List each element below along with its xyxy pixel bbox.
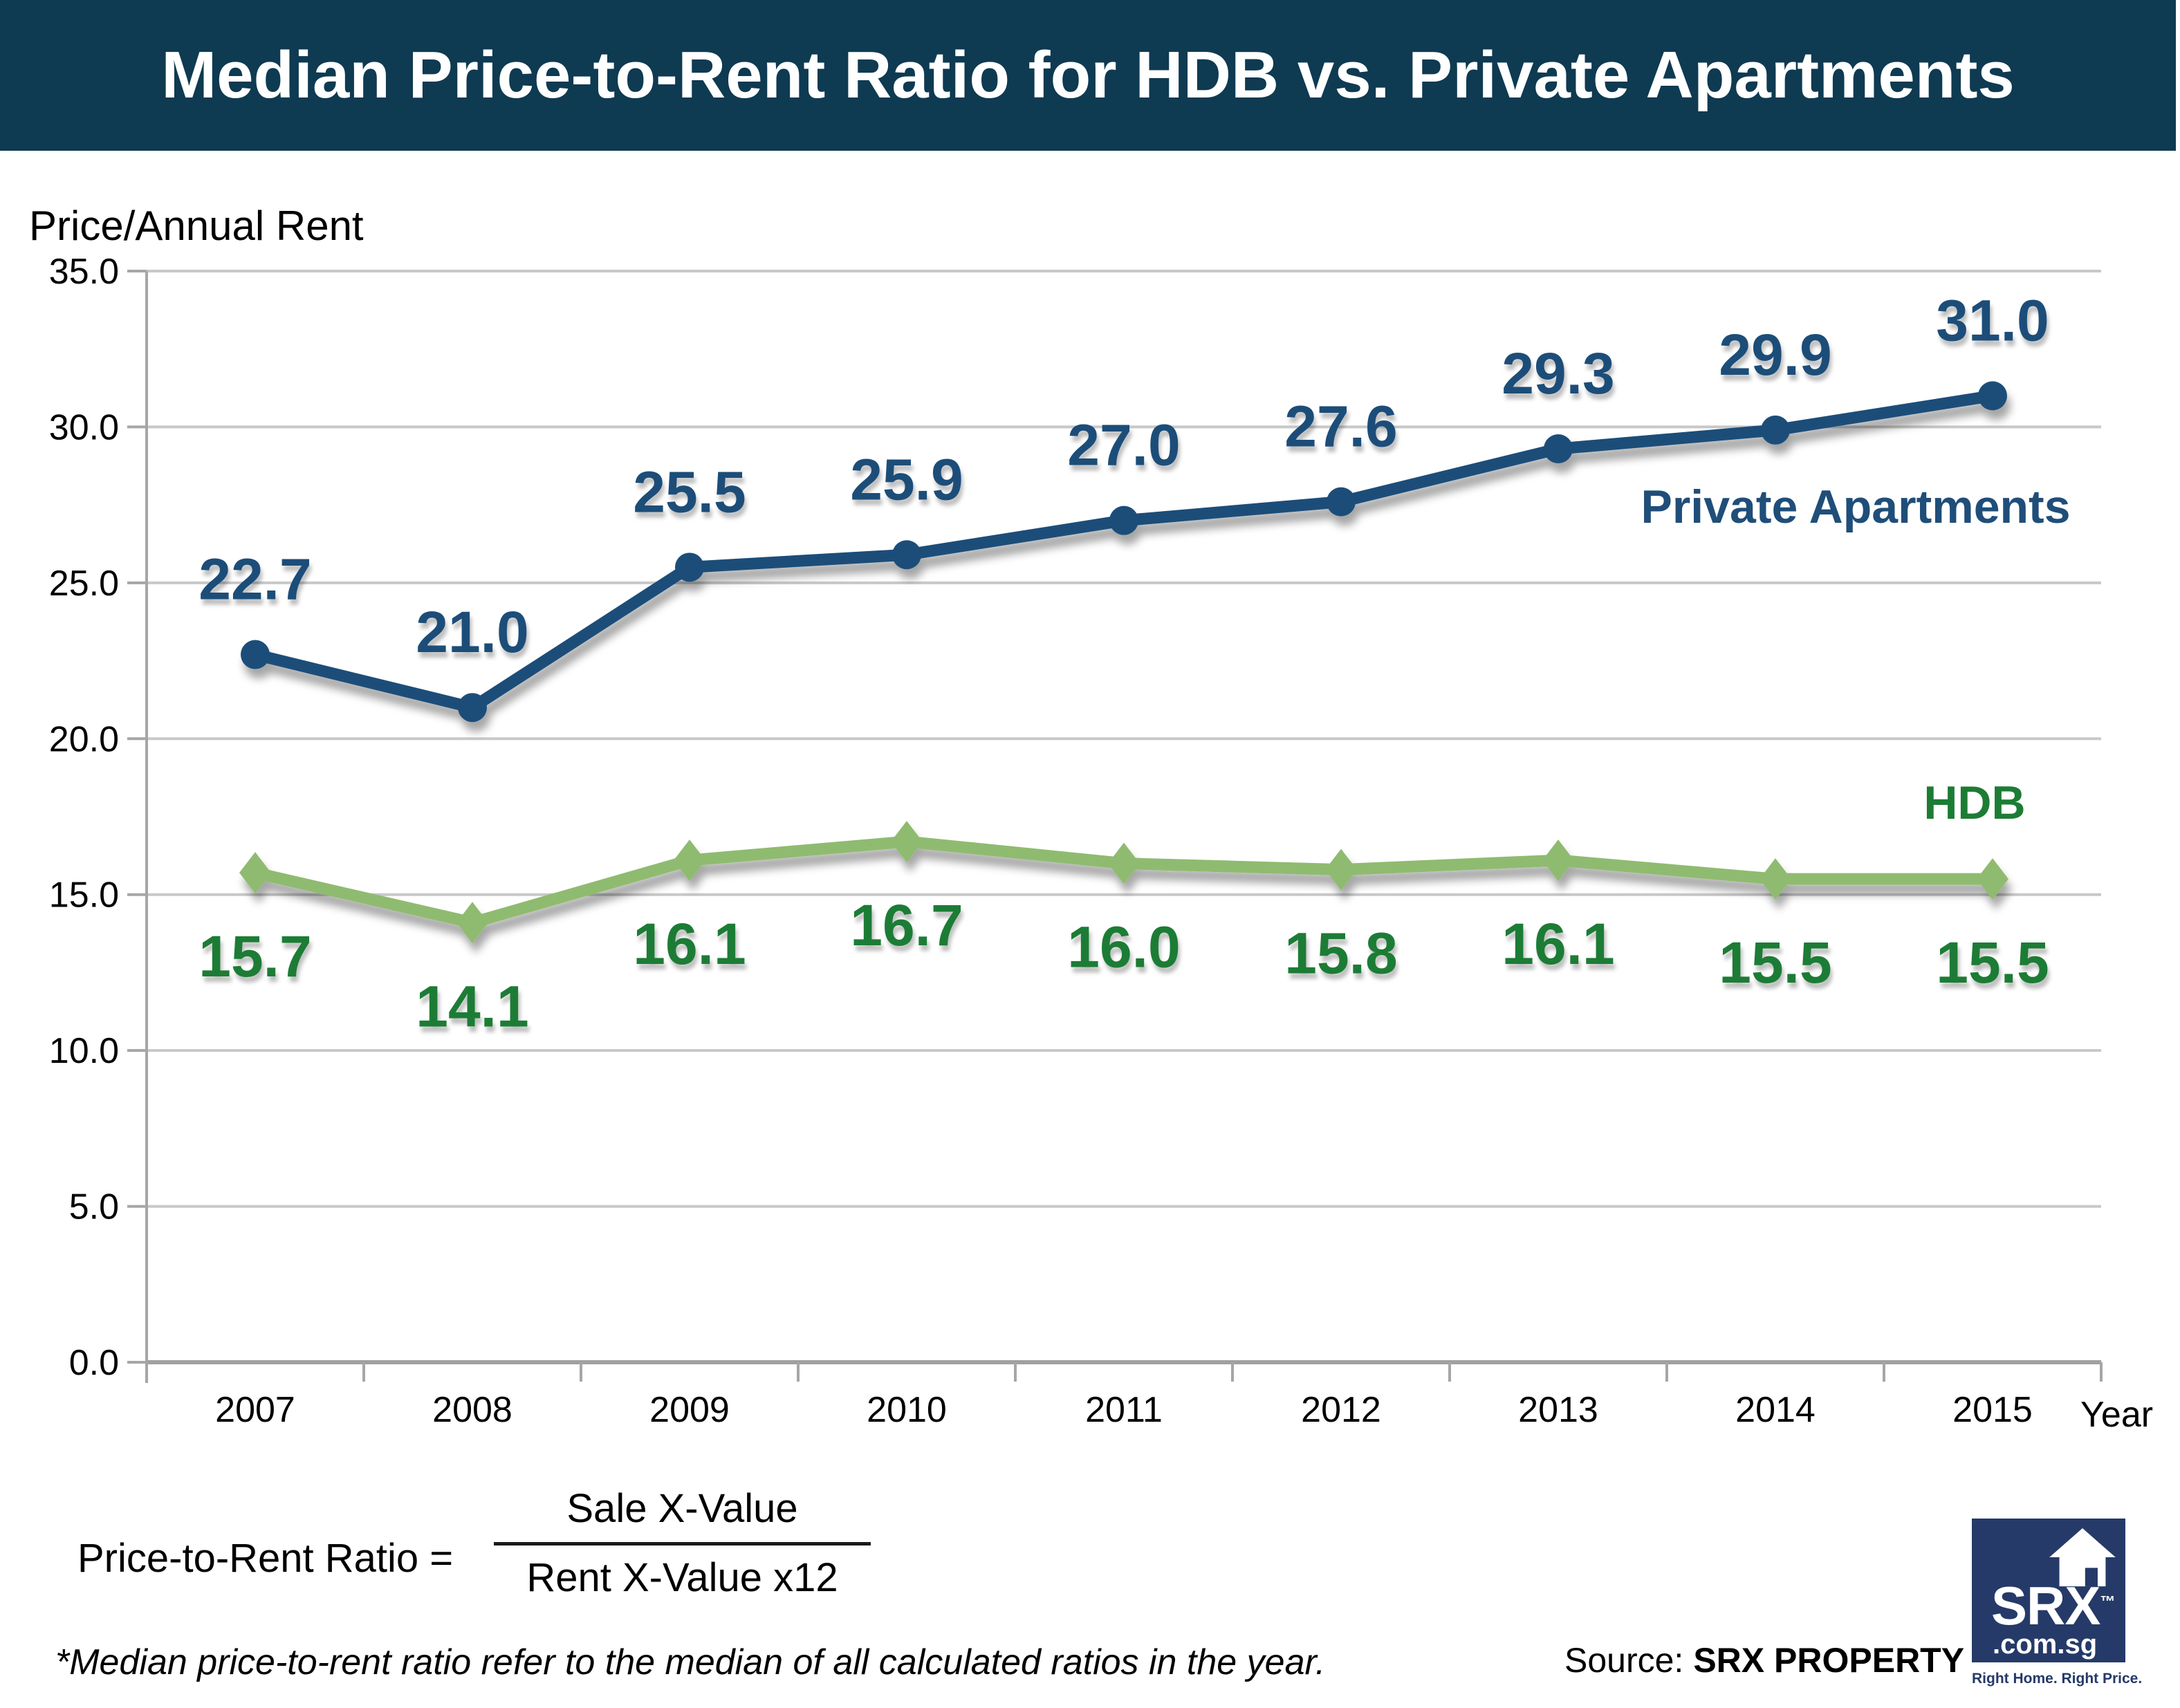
data-point-label: 16.7 bbox=[850, 893, 963, 958]
data-point-label: 25.5 bbox=[633, 459, 746, 524]
x-axis-tick-label: 2007 bbox=[215, 1390, 295, 1430]
page-title: Median Price-to-Rent Ratio for HDB vs. P… bbox=[161, 38, 2015, 112]
hdb-line-group bbox=[239, 821, 2008, 944]
data-point-label: 27.6 bbox=[1284, 394, 1398, 459]
y-axis-tick-label: 10.0 bbox=[49, 1031, 119, 1071]
data-point-label: 15.5 bbox=[1936, 930, 2049, 995]
srx-logo-brand: SRX™ bbox=[1991, 1575, 2116, 1636]
data-point-label: 15.8 bbox=[1284, 921, 1398, 986]
private-apartments-line-group bbox=[241, 381, 2007, 723]
data-point-marker bbox=[674, 839, 705, 882]
data-point-label: 21.0 bbox=[416, 600, 529, 665]
house-icon bbox=[2049, 1528, 2116, 1587]
source-prefix: Source: bbox=[1564, 1641, 1684, 1680]
data-point-label: 16.0 bbox=[1067, 915, 1181, 980]
chart-series-lines bbox=[239, 381, 2008, 944]
data-point-marker bbox=[239, 852, 271, 894]
series-value-labels: 15.7 14.1 16.1 16.7 16.0 15.8 16.1 15.5 15.5 bbox=[198, 893, 2049, 1039]
data-point-label: 15.5 bbox=[1719, 930, 1832, 995]
x-axis-title: Year bbox=[2080, 1395, 2154, 1435]
title-bar: Median Price-to-Rent Ratio for HDB vs. P… bbox=[0, 0, 2176, 151]
data-point-marker bbox=[675, 553, 704, 582]
y-axis-title: Price/Annual Rent bbox=[29, 203, 364, 249]
data-point-label: 25.9 bbox=[850, 447, 963, 512]
data-point-marker bbox=[1759, 858, 1791, 900]
data-point-marker bbox=[1325, 848, 1357, 891]
x-axis-tick-label: 2012 bbox=[1301, 1390, 1381, 1430]
data-point-marker bbox=[458, 693, 487, 723]
x-axis-tick-label: 2014 bbox=[1735, 1390, 1816, 1430]
chart-axis-tick-labels: 35.0 30.0 25.0 20.0 15.0 10.0 5.0 0.0 2007 2008 20… bbox=[49, 252, 2033, 1430]
data-point-marker bbox=[1761, 415, 1790, 445]
data-point-marker bbox=[241, 640, 270, 669]
data-point-label: 16.1 bbox=[1502, 911, 1615, 976]
x-axis-tick-label: 2013 bbox=[1518, 1390, 1598, 1430]
x-axis-tick-label: 2009 bbox=[649, 1390, 730, 1430]
data-point-marker bbox=[1978, 381, 2007, 411]
x-axis-tick-label: 2015 bbox=[1952, 1390, 2033, 1430]
chart-gridlines bbox=[127, 270, 2103, 1383]
footnote: *Median price-to-rent ratio refer to the… bbox=[55, 1642, 1326, 1682]
data-point-marker bbox=[456, 902, 488, 944]
data-point-label: 31.0 bbox=[1936, 288, 2049, 353]
data-point-marker bbox=[1977, 858, 2008, 900]
data-point-label: 22.7 bbox=[198, 547, 312, 612]
y-axis-tick-label: 20.0 bbox=[49, 719, 119, 759]
x-axis-tick-label: 2008 bbox=[432, 1390, 512, 1430]
data-point-marker bbox=[1108, 842, 1140, 884]
trademark-symbol: ™ bbox=[2100, 1593, 2116, 1610]
data-point-label: 16.1 bbox=[633, 911, 746, 976]
x-axis-tick-label: 2010 bbox=[867, 1390, 947, 1430]
data-point-label: 29.3 bbox=[1502, 341, 1615, 406]
formula-fraction-bar bbox=[494, 1542, 871, 1545]
y-axis-tick-label: 30.0 bbox=[49, 407, 119, 447]
x-axis-tick-label: 2011 bbox=[1085, 1390, 1163, 1430]
data-point-marker bbox=[1544, 434, 1573, 463]
data-point-label: 27.0 bbox=[1067, 413, 1181, 478]
srx-logo-box: SRX™ .com.sg bbox=[1972, 1519, 2125, 1662]
series-value-labels: 22.7 21.0 25.5 25.9 27.0 27.6 29.3 29.9 31.0 bbox=[198, 288, 2049, 665]
data-point-marker bbox=[1542, 839, 1574, 882]
y-axis-tick-label: 0.0 bbox=[69, 1343, 119, 1383]
srx-logo-domain: .com.sg bbox=[1993, 1629, 2098, 1660]
formula-numerator: Sale X-Value bbox=[566, 1486, 798, 1531]
data-point-marker bbox=[1109, 505, 1138, 535]
chart-data-labels: 22.7 21.0 25.5 25.9 27.0 27.6 29.3 29.9 31.0 15.7… bbox=[198, 288, 2049, 1039]
data-point-label: 14.1 bbox=[416, 974, 529, 1039]
y-axis-tick-label: 15.0 bbox=[49, 875, 119, 916]
y-axis-tick-label: 25.0 bbox=[49, 564, 119, 604]
srx-logo: SRX™ .com.sg Right Home. Right Price. bbox=[1972, 1519, 2142, 1696]
data-point-label: 29.9 bbox=[1719, 322, 1832, 387]
series-annotation-private-apartments: Private Apartments bbox=[1641, 481, 2071, 533]
srx-logo-tagline: Right Home. Right Price. bbox=[1972, 1671, 2143, 1687]
data-point-marker bbox=[891, 821, 923, 863]
y-axis-tick-label: 35.0 bbox=[49, 252, 119, 292]
series-annotation-hdb: HDB bbox=[1923, 777, 2026, 829]
source-line: Source: SRX PROPERTY bbox=[1564, 1640, 1964, 1680]
data-point-marker bbox=[1327, 487, 1356, 517]
data-point-label: 15.7 bbox=[198, 924, 312, 989]
formula-denominator: Rent X-Value x12 bbox=[526, 1555, 838, 1600]
source-name: SRX PROPERTY bbox=[1693, 1641, 1965, 1680]
y-axis-tick-label: 5.0 bbox=[69, 1187, 119, 1227]
formula-lhs: Price-to-Rent Ratio = bbox=[77, 1536, 454, 1581]
data-point-marker bbox=[892, 540, 921, 570]
